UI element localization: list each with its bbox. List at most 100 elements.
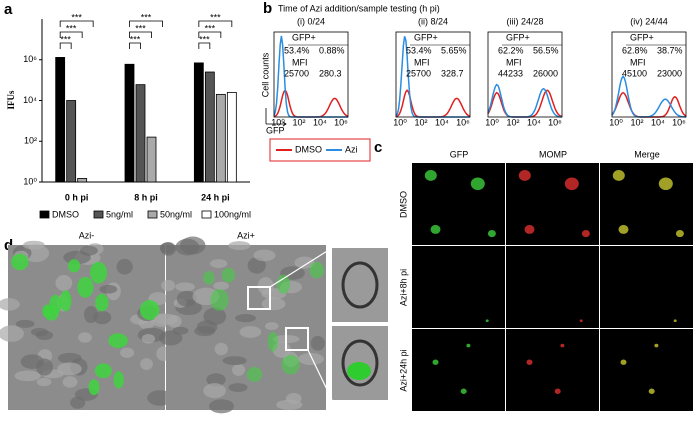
d-gfp (68, 259, 81, 273)
d-cell-outline (310, 335, 325, 351)
pct-dmso: 53.4% (406, 45, 432, 55)
d-cell-outline (116, 258, 133, 275)
c-cell (424, 170, 437, 181)
c-cell (673, 319, 677, 323)
d-gfp (88, 379, 100, 396)
d-label: Azi- (79, 230, 95, 240)
hist-tick: 10² (506, 117, 519, 127)
d-cell-outline (0, 298, 20, 311)
d-gfp (203, 270, 215, 285)
gate-label: GFP+ (292, 32, 316, 42)
d-cell-outline (294, 256, 315, 269)
hist-tick: 10⁴ (435, 117, 449, 127)
hist-tick: 10⁴ (651, 117, 665, 127)
pct-azi: 56.5% (533, 45, 559, 55)
hist-tick: 10² (630, 117, 643, 127)
d-box (247, 286, 271, 310)
b-x-label: GFP (266, 125, 285, 135)
bar (124, 63, 135, 183)
gate-label: GFP+ (414, 32, 438, 42)
d-cell-outline (210, 259, 228, 269)
d-cell-outline (176, 290, 197, 307)
c-cell (524, 224, 535, 234)
d-cell-outline (222, 356, 247, 366)
sig-label: *** (60, 34, 71, 44)
d-cell-outline (228, 241, 251, 251)
d-gfp (49, 294, 62, 315)
d-cell-outline (55, 275, 73, 291)
c-cell (581, 229, 590, 238)
d-cell-outline (276, 399, 303, 410)
d-inset-gfp (347, 362, 371, 380)
sig-bracket (129, 31, 152, 38)
mfi-azi: 26000 (533, 68, 558, 78)
sig-label: *** (135, 23, 146, 33)
d-label: Azi+ (237, 230, 255, 240)
d-gfp (267, 331, 279, 352)
legend-swatch (201, 210, 212, 219)
gate-label: GFP+ (506, 32, 530, 42)
panel-label: c (374, 139, 382, 156)
c-row-label: Azi+8h pi (398, 269, 408, 306)
hist-frame (611, 31, 687, 118)
d-cell-outline (78, 332, 92, 343)
d-gfp (210, 288, 229, 311)
b-arrow (265, 108, 287, 127)
hist-tick: 10² (292, 117, 305, 127)
d-cell-outline (214, 342, 228, 356)
c-image (412, 329, 505, 411)
x-tick-label: 0 h pi (65, 192, 89, 202)
d-cell-outline (141, 333, 156, 344)
c-cell (485, 319, 489, 323)
hist-dmso (487, 89, 563, 118)
sig-bracket (129, 42, 141, 49)
hist-frame (273, 31, 349, 118)
d-cell-outline (160, 242, 177, 256)
d-cell-outline (175, 238, 200, 256)
sig-bracket (129, 20, 163, 27)
d-cell-outline (30, 327, 48, 337)
c-image (506, 246, 599, 328)
pct-azi: 0.88% (319, 45, 345, 55)
c-col-header: MOMP (539, 149, 567, 159)
d-inset (332, 248, 388, 322)
bar (193, 62, 204, 183)
bar (135, 84, 146, 183)
pct-azi: 38.7% (657, 45, 683, 55)
legend-label: 5ng/ml (106, 209, 133, 219)
y-axis-label: IFUs (6, 90, 16, 109)
d-gfp (309, 261, 325, 279)
x-tick-label: 24 h pi (201, 192, 230, 202)
d-cell-outline (239, 326, 262, 338)
d-cell-outline (57, 362, 82, 376)
d-gfp (139, 299, 160, 320)
hist-tick: 10⁴ (313, 117, 327, 127)
mfi-azi: 328.7 (441, 68, 464, 78)
d-cell-outline (232, 363, 246, 376)
hist-title: (iii) 24/28 (506, 16, 543, 26)
sig-label: *** (71, 12, 82, 22)
d-cell-outline (261, 297, 286, 311)
leg-azi-label: Azi (345, 144, 358, 154)
d-cell-outline (14, 370, 41, 382)
c-cell (460, 388, 467, 394)
legend-swatch (39, 210, 50, 219)
hist-tick: 10² (414, 117, 427, 127)
sig-bracket (59, 31, 83, 38)
hist-tick: 10⁶ (334, 117, 348, 127)
c-cell (432, 359, 439, 365)
hist-tick: 10⁰ (609, 117, 623, 127)
sig-label: *** (66, 23, 77, 33)
y-tick-label: 10⁰ (23, 176, 37, 186)
c-cell (620, 359, 627, 365)
bar (146, 136, 157, 183)
hist-title: (iv) 24/44 (630, 16, 668, 26)
d-gfp (11, 253, 29, 271)
d-gfp (276, 274, 291, 294)
d-box (285, 327, 309, 351)
c-cell (564, 177, 579, 191)
x-tick-label: 8 h pi (134, 192, 158, 202)
c-cell (560, 343, 565, 348)
d-cell-outline (196, 320, 218, 334)
mfi-label: MFI (292, 57, 308, 67)
